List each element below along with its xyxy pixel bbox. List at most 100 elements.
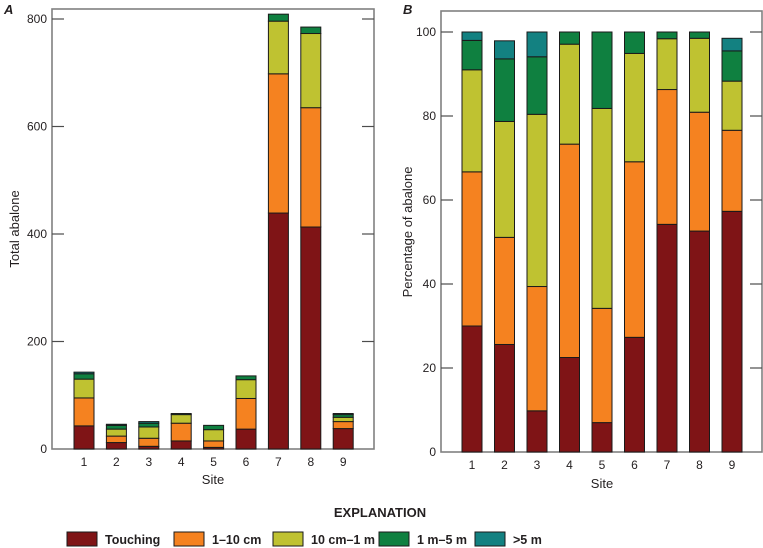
- bar-segment--5-m: [494, 40, 515, 60]
- bar-segment-1-m-5-m: [235, 375, 257, 381]
- bar-stack-site-3: [138, 421, 160, 450]
- y-tick-label: 400: [27, 227, 47, 241]
- bar-segment-10-cm-1-m: [559, 43, 580, 145]
- bar-segment-10-cm-1-m: [689, 37, 710, 113]
- bar-segment-1-m-5-m: [300, 26, 322, 35]
- bar-stack-site-3: [526, 31, 548, 453]
- panel-a-letter: A: [3, 2, 13, 17]
- bar-segment-1-10-cm: [267, 73, 289, 214]
- y-tick-label: 0: [40, 442, 47, 456]
- bar-stack-site-7: [656, 31, 678, 453]
- bar-segment-1-10-cm: [461, 171, 483, 327]
- bar-segment-1-m-5-m: [494, 58, 515, 122]
- bar-segment-1-m-5-m: [559, 31, 580, 45]
- bar-segment-1-10-cm: [526, 286, 548, 412]
- panel-a-ylabel: Total abalone: [7, 190, 22, 267]
- bar-segment-touching: [461, 325, 483, 453]
- bar-segment-1-10-cm: [300, 107, 322, 228]
- x-tick-label: 8: [307, 455, 314, 469]
- bar-stack-site-9: [721, 37, 743, 453]
- bar-stack-site-4: [559, 31, 580, 453]
- bar-segment-touching: [494, 343, 515, 453]
- bar-segment-10-cm-1-m: [138, 426, 160, 439]
- bar-segment-touching: [689, 230, 710, 453]
- bar-segment-1-m-5-m: [138, 422, 160, 428]
- bar-segment--5-m: [138, 421, 160, 424]
- bar-segment-touching: [332, 428, 354, 450]
- bar-segment-1-10-cm: [689, 111, 710, 232]
- bar-segment-10-cm-1-m: [656, 38, 678, 91]
- x-tick-label: 7: [275, 455, 282, 469]
- bar-segment-1-m-5-m: [526, 56, 548, 115]
- bar-stack-site-9: [332, 413, 354, 450]
- legend-swatch: [272, 531, 304, 547]
- x-tick-label: 3: [534, 458, 541, 472]
- bar-segment-1-10-cm: [332, 421, 354, 430]
- bar-segment-touching: [559, 357, 580, 453]
- x-tick-label: 4: [566, 458, 573, 472]
- bar-segment-touching: [624, 336, 645, 453]
- y-tick-label: 200: [27, 335, 47, 349]
- bar-segment-10-cm-1-m: [235, 379, 257, 399]
- bar-segment-touching: [170, 440, 192, 450]
- bar-stack-site-6: [624, 31, 645, 453]
- bar-segment-1-10-cm: [591, 307, 613, 424]
- bar-stack-site-5: [591, 31, 613, 453]
- legend-item: 10 cm–1 m: [272, 531, 375, 547]
- bar-segment-10-cm-1-m: [170, 414, 192, 424]
- x-tick-label: 9: [340, 455, 347, 469]
- y-tick-label: 60: [423, 193, 437, 207]
- legend-swatch: [378, 531, 410, 547]
- bar-segment-10-cm-1-m: [624, 52, 645, 163]
- x-tick-label: 5: [599, 458, 606, 472]
- bar-stack-site-1: [73, 371, 95, 450]
- bar-segment--5-m: [526, 31, 548, 58]
- bar-segment-10-cm-1-m: [267, 20, 289, 75]
- bar-stack-site-7: [267, 13, 289, 450]
- bar-segment-10-cm-1-m: [526, 113, 548, 288]
- bar-stack-site-2: [105, 423, 127, 450]
- legend-label: 1–10 cm: [212, 533, 261, 547]
- legend-item: 1 m–5 m: [378, 531, 467, 547]
- bar-segment-1-10-cm: [559, 143, 580, 358]
- bar-segment-1-m-5-m: [267, 13, 289, 22]
- bar-segment-10-cm-1-m: [105, 428, 127, 437]
- panel-a-xlabel: Site: [202, 472, 224, 487]
- x-tick-label: 1: [469, 458, 476, 472]
- x-tick-label: 6: [243, 455, 250, 469]
- bar-segment-1-10-cm: [138, 437, 160, 447]
- y-tick-label: 600: [27, 120, 47, 134]
- y-tick-label: 100: [416, 25, 436, 39]
- bar-segment--5-m: [73, 371, 95, 375]
- bar-segment-10-cm-1-m: [591, 107, 613, 309]
- legend-item: 1–10 cm: [173, 531, 261, 547]
- panel-b-xlabel: Site: [591, 476, 613, 491]
- x-tick-label: 3: [145, 455, 152, 469]
- bar-segment-1-10-cm: [105, 435, 127, 444]
- x-tick-label: 9: [729, 458, 736, 472]
- legend-label: Touching: [105, 533, 160, 547]
- bar-segment-touching: [591, 422, 613, 453]
- bar-segment-touching: [721, 210, 743, 453]
- bar-stack-site-5: [203, 424, 225, 450]
- bar-segment-touching: [235, 428, 257, 450]
- panel-b-ylabel: Percentage of abalone: [400, 167, 415, 298]
- x-tick-label: 4: [178, 455, 185, 469]
- legend-label: 1 m–5 m: [417, 533, 467, 547]
- legend-title: EXPLANATION: [334, 505, 426, 520]
- bar-stack-site-6: [235, 375, 257, 450]
- bar-segment-1-m-5-m: [721, 50, 743, 82]
- bar-segment-touching: [105, 442, 127, 450]
- legend: EXPLANATION Touching 1–10 cm 10 cm–1 m 1 m–…: [66, 505, 542, 547]
- legend-swatch: [173, 531, 205, 547]
- bar-stack-site-2: [494, 40, 515, 453]
- bar-stack-site-8: [300, 26, 322, 450]
- bar-segment-touching: [267, 212, 289, 450]
- bar-segment-1-m-5-m: [105, 424, 127, 430]
- bar-segment-touching: [656, 223, 678, 453]
- y-tick-label: 800: [27, 12, 47, 26]
- bar-segment-touching: [73, 425, 95, 450]
- bar-segment-1-m-5-m: [656, 31, 678, 40]
- bar-segment-1-10-cm: [721, 129, 743, 212]
